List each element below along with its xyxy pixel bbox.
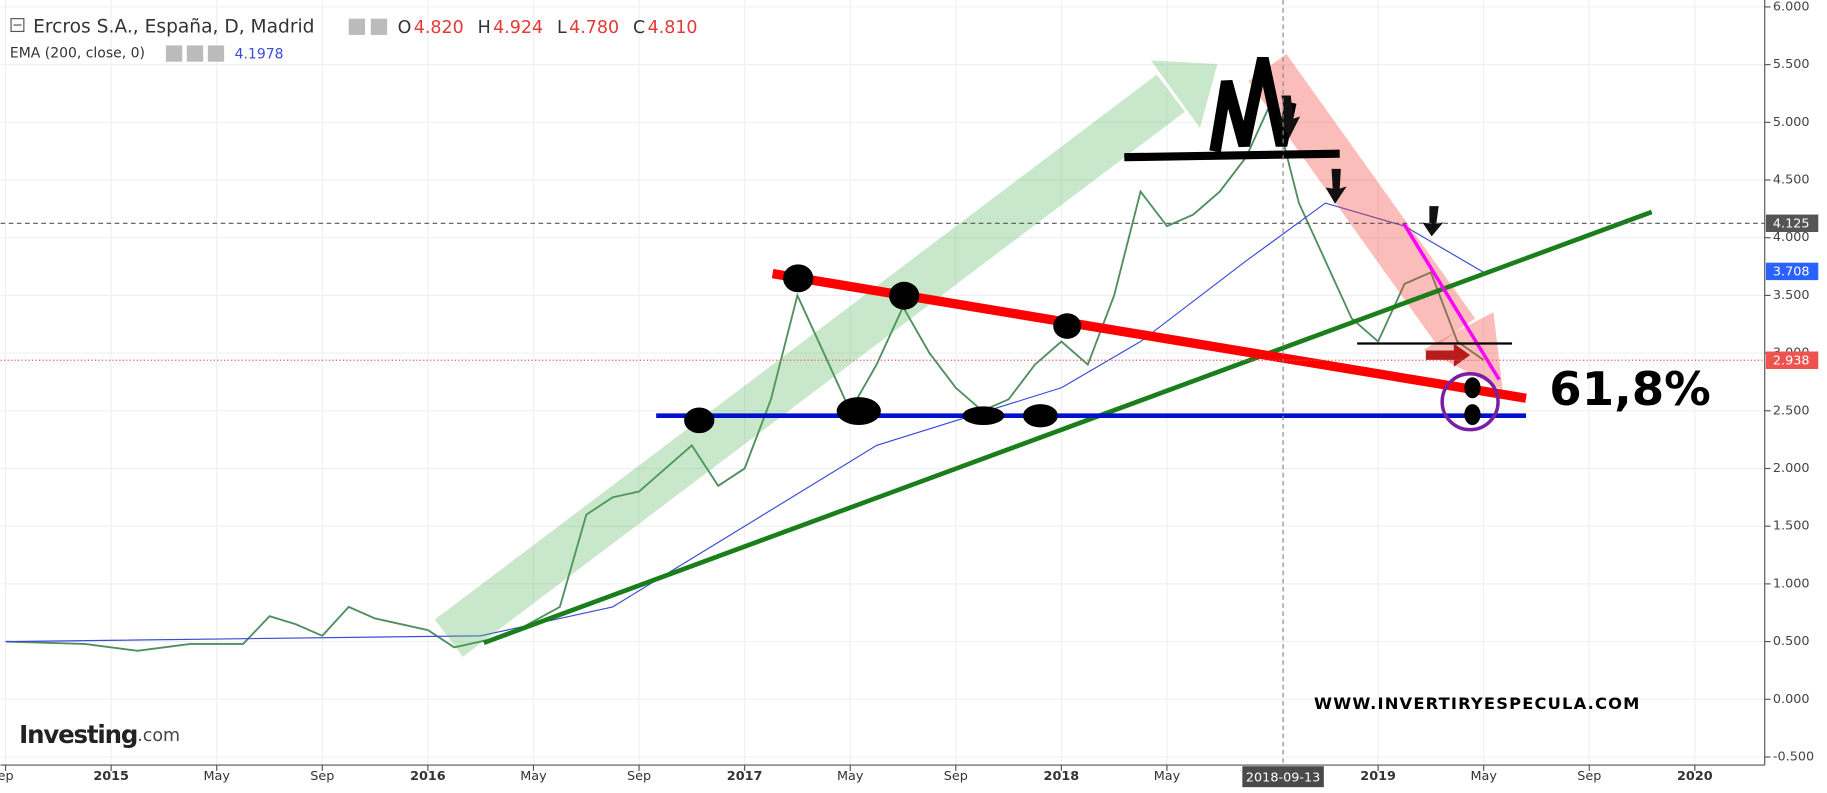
neckline <box>1124 149 1340 162</box>
ema-line <box>5 202 1485 643</box>
ohlc-value: 4.924 <box>493 18 543 38</box>
right-axis-bg <box>1764 0 1827 793</box>
icon[interactable] <box>165 45 183 62</box>
header-icons <box>165 18 388 62</box>
target-dot <box>1464 404 1481 426</box>
y-tick-label: 2.500 <box>1773 403 1810 418</box>
ohlc-name: H <box>478 18 491 38</box>
x-tick-label: Sep <box>1577 769 1601 784</box>
y-tick-label: 4.500 <box>1773 173 1810 188</box>
magenta-line <box>1402 222 1501 381</box>
touch-point <box>684 407 715 434</box>
touch-point <box>1022 404 1058 428</box>
y-tick-label: 0.500 <box>1773 634 1810 649</box>
x-tick-label: Sep <box>627 769 651 784</box>
y-tick-label: 5.500 <box>1773 57 1810 72</box>
logo: Investing.com <box>19 720 180 749</box>
logo-main: Investing <box>19 720 137 749</box>
collapse-icon[interactable] <box>10 18 25 33</box>
annotation: 61,8% <box>1549 362 1711 416</box>
y-tick-label: 5.000 <box>1773 115 1810 130</box>
icon[interactable] <box>348 18 366 35</box>
target-circle <box>1440 372 1500 432</box>
ohlc-name: O <box>398 18 412 38</box>
price-label: 2.938 <box>1773 353 1810 368</box>
logo-suffix: .com <box>137 726 180 746</box>
ohlc-value: 4.820 <box>414 18 464 38</box>
y-tick-label: -0.500 <box>1773 749 1814 764</box>
touch-point <box>836 397 881 426</box>
target-dot <box>1464 377 1481 399</box>
chart-title: Ercros S.A., España, D, Madrid <box>33 16 314 37</box>
y-tick-label: 0.000 <box>1773 692 1810 707</box>
up-trend-arrow <box>434 74 1185 657</box>
m-pattern <box>1209 57 1297 153</box>
x-tick-label: May <box>837 769 864 784</box>
arrow <box>1422 206 1444 237</box>
y-tick-label: 2.000 <box>1773 461 1810 476</box>
y-tick-label: 4.000 <box>1773 230 1810 245</box>
x-tick-label: Sep <box>310 769 334 784</box>
ohlc-value: 4.810 <box>648 18 698 38</box>
x-tick-label: 2019 <box>1360 769 1396 784</box>
ohlc-value: 4.780 <box>569 18 619 38</box>
overlay <box>0 0 1765 766</box>
x-tick-label: 2018 <box>1044 769 1080 784</box>
ohlc-name: C <box>633 18 645 38</box>
support-line <box>483 209 1653 645</box>
icon[interactable] <box>370 18 388 35</box>
indicator-value: 4.1978 <box>235 47 284 63</box>
up-trend-arrowhead <box>1151 60 1218 129</box>
grid <box>0 0 1765 766</box>
touch-point <box>783 264 814 293</box>
x-tick-label: 2017 <box>727 769 763 784</box>
x-tick-label: 2016 <box>410 769 446 784</box>
x-tick-label: 2015 <box>93 769 129 784</box>
x-tick-label: May <box>203 769 230 784</box>
y-tick-label: 1.500 <box>1773 519 1810 534</box>
x-tick-label: May <box>1470 769 1497 784</box>
x-tick-label: May <box>1154 769 1181 784</box>
x-tick-label: May <box>520 769 547 784</box>
touch-point <box>962 406 1005 426</box>
icon[interactable] <box>186 45 204 62</box>
price-label-bg <box>1765 214 1819 233</box>
x-tick-label: ep <box>0 769 14 784</box>
x-tick-label: 2020 <box>1677 769 1713 784</box>
price-label: 4.125 <box>1773 216 1810 231</box>
crosshair-label: 2018-09-13 <box>1246 770 1320 785</box>
touch-point <box>889 281 920 310</box>
y-tick-label: 6.000 <box>1773 0 1810 14</box>
price-label-bg <box>1765 351 1819 369</box>
ohlc: O 4.820 H 4.924 L 4.780 C 4.810 <box>398 18 698 38</box>
y-tick-label: 1.000 <box>1773 576 1810 591</box>
price-label-bg <box>1765 262 1819 281</box>
annotation: WWW.INVERTIRYESPECULA.COM <box>1314 694 1640 713</box>
ohlc-name: L <box>557 18 567 38</box>
icon[interactable] <box>207 45 225 62</box>
arrow <box>1425 343 1471 367</box>
y-tick-label: 3.500 <box>1773 288 1810 303</box>
price-label: 3.708 <box>1773 264 1810 279</box>
touch-point <box>1053 313 1082 339</box>
drawings <box>434 54 1653 657</box>
x-tick-label: Sep <box>944 769 968 784</box>
down-trend-arrow <box>1248 54 1476 346</box>
arrow <box>1325 168 1347 204</box>
crosshair-label-bg <box>1242 766 1324 788</box>
indicator-name: EMA (200, close, 0) <box>10 46 145 62</box>
